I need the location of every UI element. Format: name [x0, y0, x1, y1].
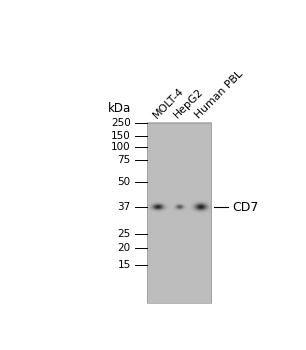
Bar [147, 123, 211, 303]
Text: MOLT-4: MOLT-4 [151, 85, 186, 120]
Text: 15: 15 [118, 260, 131, 271]
Text: HepG2: HepG2 [172, 87, 206, 120]
Text: 20: 20 [118, 243, 131, 253]
Text: CD7: CD7 [233, 201, 259, 214]
Text: 50: 50 [118, 177, 131, 187]
Text: 75: 75 [118, 155, 131, 166]
Text: 250: 250 [111, 118, 131, 128]
Text: kDa: kDa [107, 102, 131, 114]
Text: 25: 25 [118, 230, 131, 239]
Text: 150: 150 [111, 131, 131, 141]
Text: 100: 100 [111, 142, 131, 152]
Text: 37: 37 [118, 202, 131, 212]
Text: Human PBL: Human PBL [193, 69, 245, 120]
